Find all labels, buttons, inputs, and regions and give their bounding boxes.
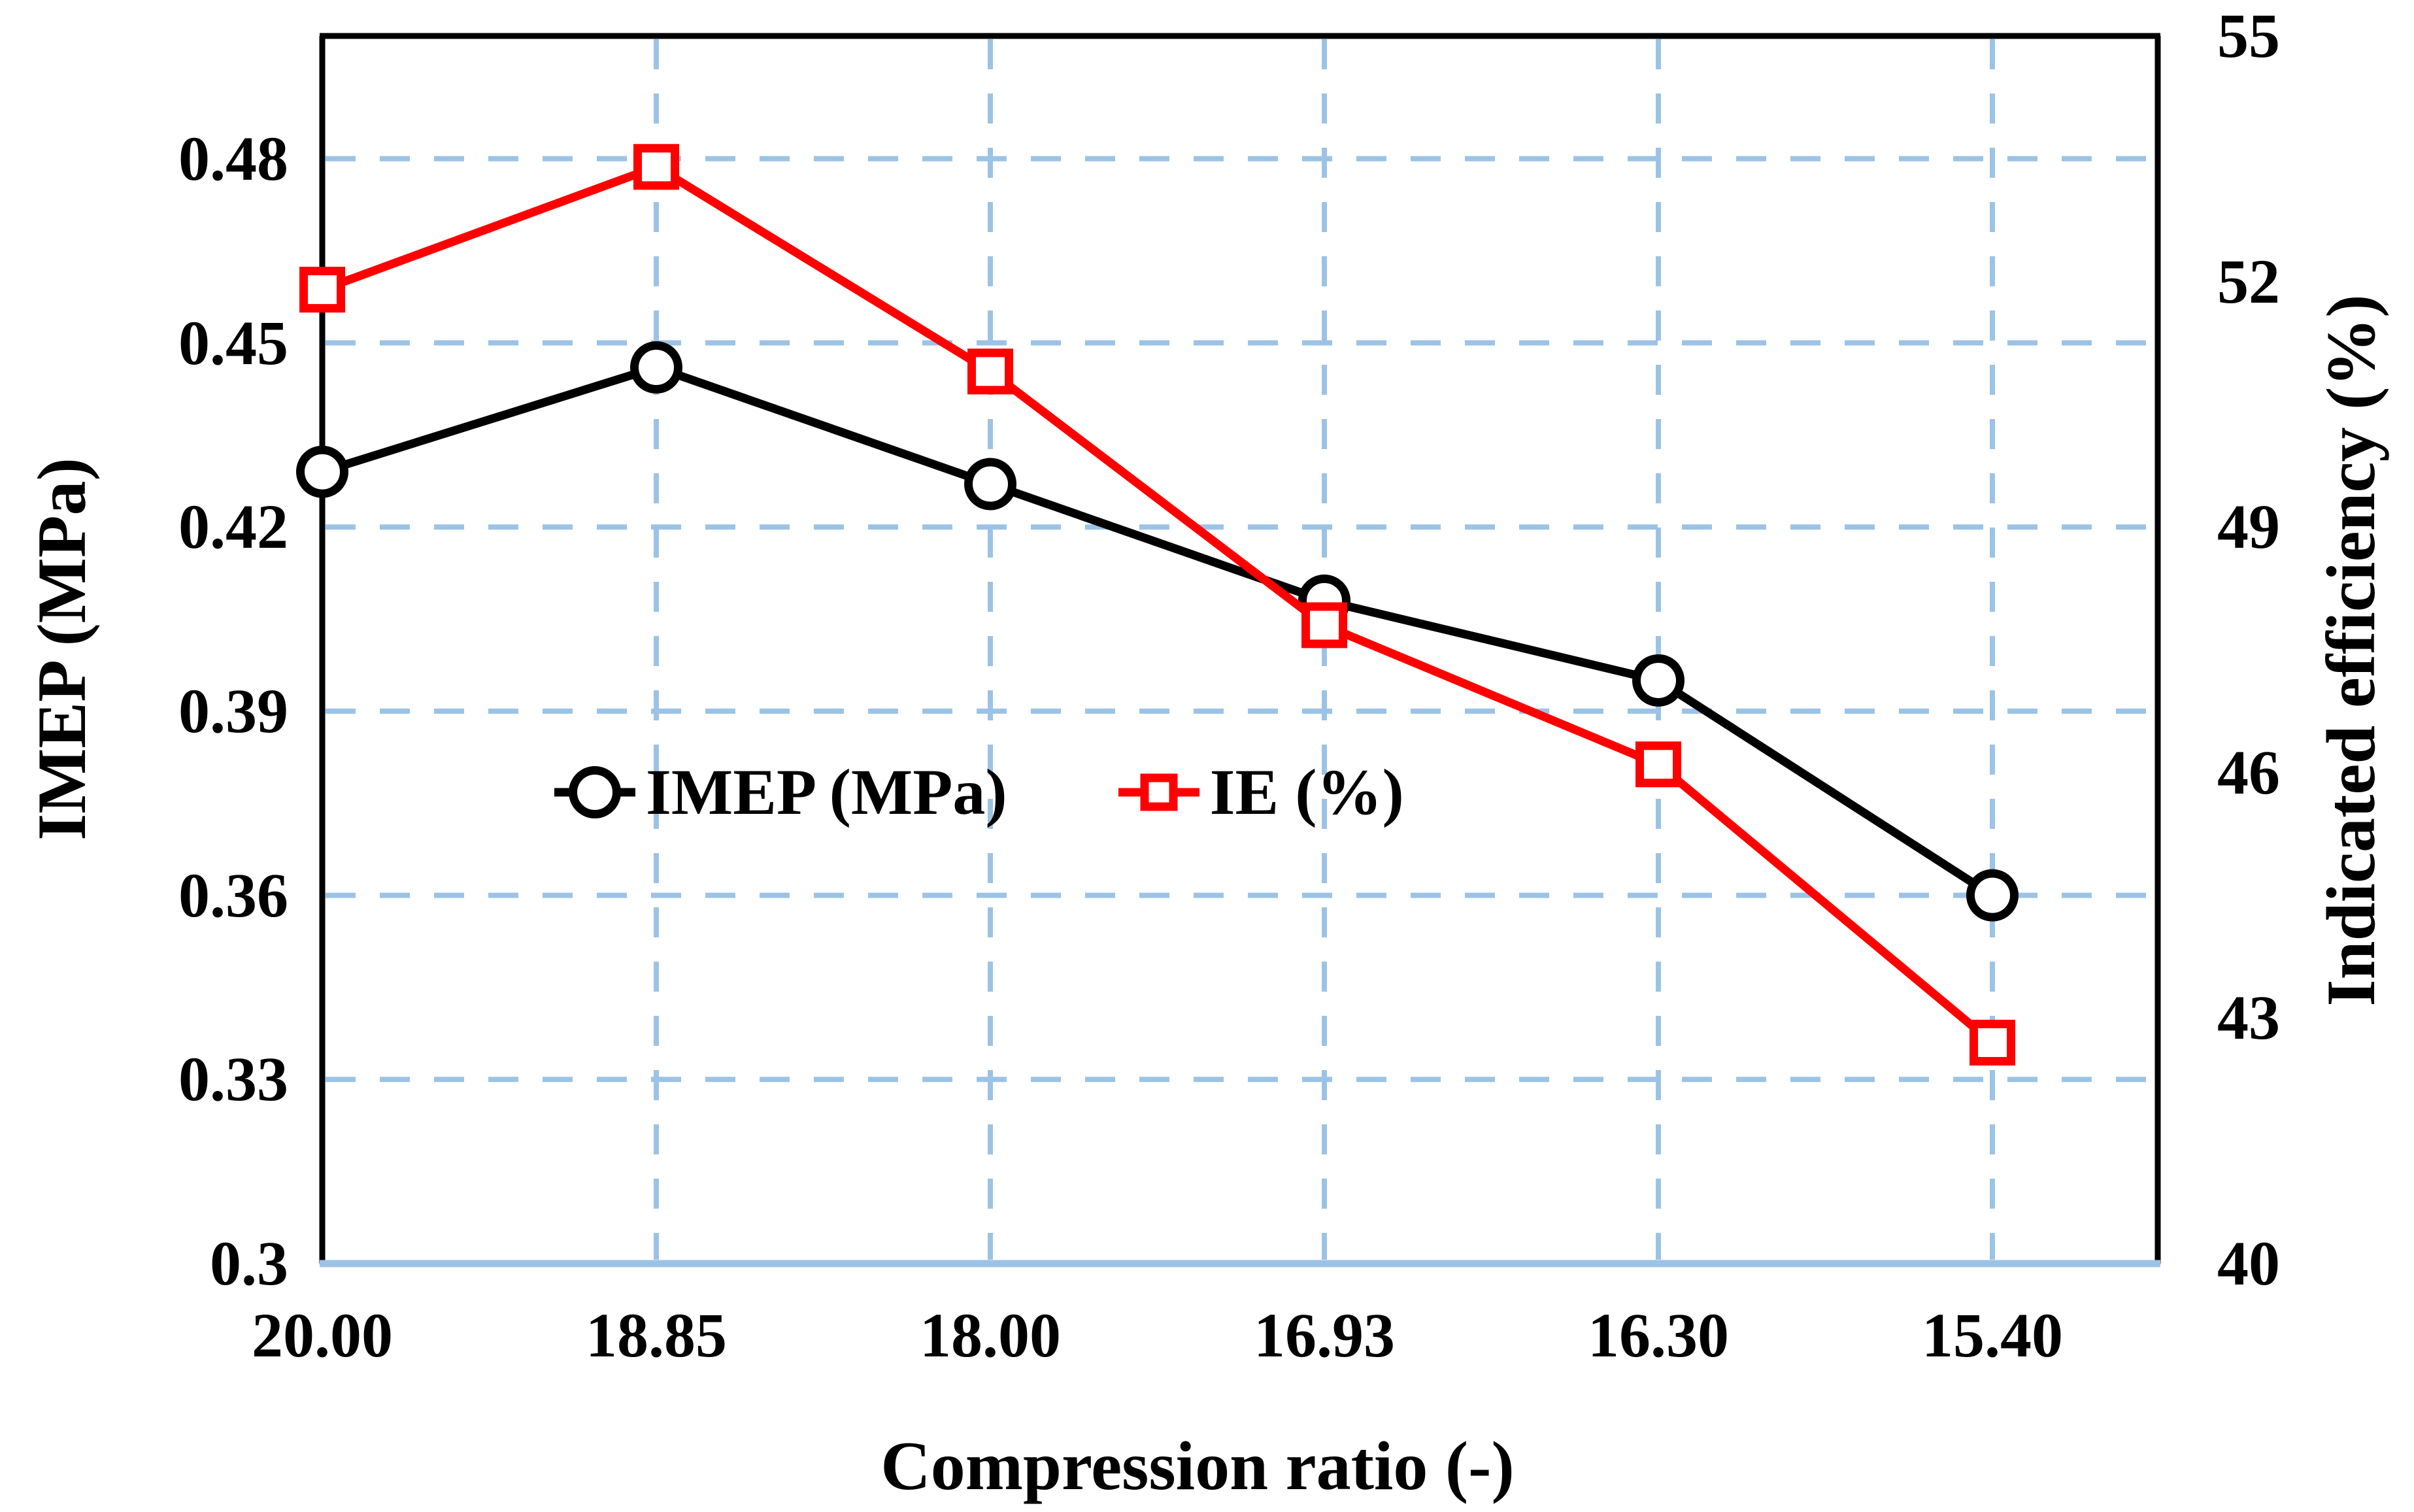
- right-tick-49: 49: [2217, 492, 2280, 562]
- left-tick-0.33: 0.33: [178, 1044, 288, 1115]
- circle-marker-icon: [569, 766, 621, 818]
- legend-label-imep: IMEP (MPa): [646, 756, 1007, 828]
- ie-point-3: [1301, 602, 1347, 648]
- legend-sample-imep: [554, 765, 635, 819]
- x-tick-18.00: 18.00: [920, 1300, 1061, 1370]
- imep-point-4: [1632, 654, 1685, 707]
- imep-point-5: [1966, 869, 2019, 922]
- imep-point-1: [630, 341, 682, 394]
- left-tick-0.3: 0.3: [210, 1228, 288, 1298]
- x-tick-18.85: 18.85: [586, 1300, 727, 1370]
- right-tick-55: 55: [2217, 1, 2280, 71]
- x-tick-16.30: 16.30: [1588, 1300, 1729, 1370]
- x-axis-title: Compression ratio (-): [880, 1428, 1515, 1504]
- square-marker-icon: [1140, 773, 1178, 811]
- left-tick-0.39: 0.39: [178, 675, 288, 746]
- imep-line: [321, 363, 1995, 899]
- x-tick-20.00: 20.00: [252, 1300, 393, 1370]
- ie-point-1: [633, 144, 679, 190]
- ie-point-0: [299, 267, 345, 313]
- left-axis-title: IMEP (MPa): [24, 458, 100, 841]
- imep-point-2: [964, 458, 1016, 511]
- imep-point-0: [296, 445, 348, 498]
- left-tick-0.45: 0.45: [178, 307, 288, 378]
- x-tick-15.40: 15.40: [1922, 1300, 2063, 1370]
- right-tick-43: 43: [2217, 983, 2280, 1053]
- right-tick-52: 52: [2217, 246, 2280, 316]
- ie-point-2: [967, 348, 1013, 395]
- right-axis-title: Indicated efficiency (%): [2313, 294, 2389, 1007]
- legend-sample-ie: [1118, 765, 1199, 819]
- ie-point-5: [1970, 1019, 2015, 1066]
- legend-item-ie: IE (%): [1118, 760, 1404, 825]
- left-tick-0.42: 0.42: [178, 492, 288, 562]
- legend-item-imep: IMEP (MPa): [554, 760, 1007, 825]
- legend: IMEP (MPa) IE (%): [554, 760, 1404, 825]
- left-tick-0.36: 0.36: [178, 860, 288, 930]
- left-tick-0.48: 0.48: [178, 123, 288, 193]
- x-tick-16.93: 16.93: [1254, 1300, 1395, 1370]
- right-tick-46: 46: [2217, 737, 2280, 807]
- right-tick-40: 40: [2217, 1228, 2280, 1298]
- legend-label-ie: IE (%): [1209, 756, 1404, 828]
- ie-line: [320, 162, 1996, 1046]
- ie-point-4: [1635, 741, 1681, 788]
